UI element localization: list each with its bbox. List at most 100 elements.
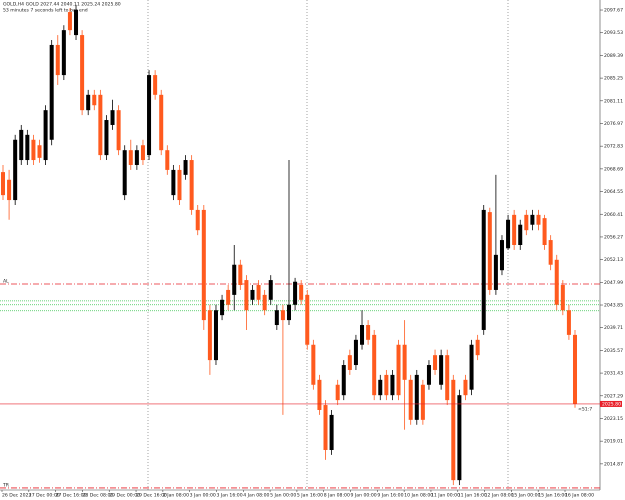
candle-body xyxy=(140,145,145,161)
y-tick-label: 2035.57 xyxy=(604,348,623,354)
y-tick-label: 2064.55 xyxy=(604,189,623,195)
candle-body xyxy=(445,355,450,401)
x-tick-label: 3 Jan 16:00 xyxy=(216,493,242,499)
candle-body xyxy=(256,285,261,300)
x-tick-label: 27 Dec 16:00 xyxy=(56,493,87,499)
candle-body xyxy=(469,344,474,390)
candle-body xyxy=(366,325,371,340)
candle-body xyxy=(451,379,456,481)
y-tick-label: 2019.01 xyxy=(604,439,623,445)
candle-body xyxy=(116,110,121,151)
candle-body xyxy=(481,209,486,330)
x-tick-label: 27 Dec 00:00 xyxy=(29,493,60,499)
chart-title: GOLD,H4 GOLD 2027.44 2040.11 2025.24 202… xyxy=(3,2,121,8)
x-tick-label: 5 Jan 00:00 xyxy=(270,493,296,499)
candle-body xyxy=(499,240,504,271)
candle-body xyxy=(341,365,346,396)
candle-body xyxy=(220,299,225,316)
y-tick-label: 2052.13 xyxy=(604,257,623,263)
candle-body xyxy=(506,219,511,249)
candle-body xyxy=(7,179,12,201)
candle-body xyxy=(475,339,480,356)
candle-body xyxy=(128,150,133,165)
candle-body xyxy=(384,374,389,396)
candle-body xyxy=(262,294,267,311)
x-tick-label: 12 Jan 08:00 xyxy=(485,493,514,499)
candle-body xyxy=(0,172,6,196)
candle-body xyxy=(171,169,176,196)
candle-body xyxy=(268,280,273,300)
x-tick-label: 15 Jan 00:00 xyxy=(511,493,540,499)
x-tick-label: 16 Jan 08:00 xyxy=(565,493,594,499)
candle-body xyxy=(86,94,91,111)
candle-body xyxy=(213,310,218,361)
candle-body xyxy=(92,94,97,106)
candle-body xyxy=(347,355,352,370)
candle-body xyxy=(250,289,255,300)
candle-body xyxy=(195,209,200,231)
candle-body xyxy=(518,224,523,245)
y-tick-label: 2089.39 xyxy=(604,53,623,59)
candle-body xyxy=(286,304,292,321)
candle-body xyxy=(542,218,547,245)
candle-body xyxy=(323,405,328,450)
y-tick-label: 2039.71 xyxy=(604,325,623,331)
y-tick-label: 2068.69 xyxy=(604,166,623,172)
candle-body xyxy=(49,44,54,140)
y-tick-label: 2081.11 xyxy=(604,98,623,104)
candle-body xyxy=(201,209,206,321)
candle-body xyxy=(293,281,298,305)
candle-body xyxy=(25,134,30,161)
candle-body xyxy=(360,325,365,345)
x-tick-label: 11 Jan 16:00 xyxy=(458,493,487,499)
candle-body xyxy=(226,289,231,305)
candle-body xyxy=(104,120,109,156)
candle-body xyxy=(244,280,249,311)
candle-body xyxy=(67,12,72,31)
candle-body xyxy=(353,339,358,366)
bid-label: 2025.80 xyxy=(602,401,621,407)
y-tick-label: 2085.25 xyxy=(604,76,623,82)
x-tick-label: 9 Jan 00:00 xyxy=(351,493,377,499)
candle-body xyxy=(408,379,413,420)
y-tick-label: 2076.97 xyxy=(604,121,623,127)
candle-body xyxy=(402,344,407,380)
candle-body xyxy=(165,150,170,170)
candle-body xyxy=(572,334,578,404)
candle-body xyxy=(159,94,164,151)
y-tick-label: 2097.67 xyxy=(604,8,623,14)
candle-body xyxy=(524,214,529,231)
candle-body xyxy=(183,160,188,175)
candle-body xyxy=(110,110,115,125)
candle-body xyxy=(536,214,541,225)
x-tick-label: 8 Jan 08:00 xyxy=(324,493,350,499)
candle-body xyxy=(329,414,334,450)
candle-body xyxy=(566,310,571,335)
candle-body xyxy=(232,264,237,295)
y-tick-label: 2093.53 xyxy=(604,30,623,36)
candle-body xyxy=(19,129,24,161)
y-tick-label: 2060.41 xyxy=(604,212,623,218)
y-tick-label: 2047.99 xyxy=(604,280,623,286)
x-tick-label: 2 Jan 08:00 xyxy=(163,493,189,499)
candle-body xyxy=(420,384,425,420)
candle-body xyxy=(134,150,139,165)
candle-body xyxy=(554,259,559,305)
x-tick-label: 11 Jan 00:00 xyxy=(431,493,460,499)
candle-body xyxy=(317,379,322,410)
candle-body xyxy=(560,285,565,311)
candle-body xyxy=(299,285,304,300)
timer: <51:7 xyxy=(578,406,592,412)
x-tick-label: 5 Jan 16:00 xyxy=(297,493,323,499)
candle-body xyxy=(61,30,66,76)
candle-body xyxy=(31,139,36,161)
bid-box xyxy=(600,400,622,407)
candle-body xyxy=(80,35,85,111)
candle-body xyxy=(55,44,60,76)
candle-body xyxy=(426,365,431,385)
candle-body xyxy=(280,310,285,321)
candle-body xyxy=(512,214,517,245)
candle-body xyxy=(378,379,383,396)
